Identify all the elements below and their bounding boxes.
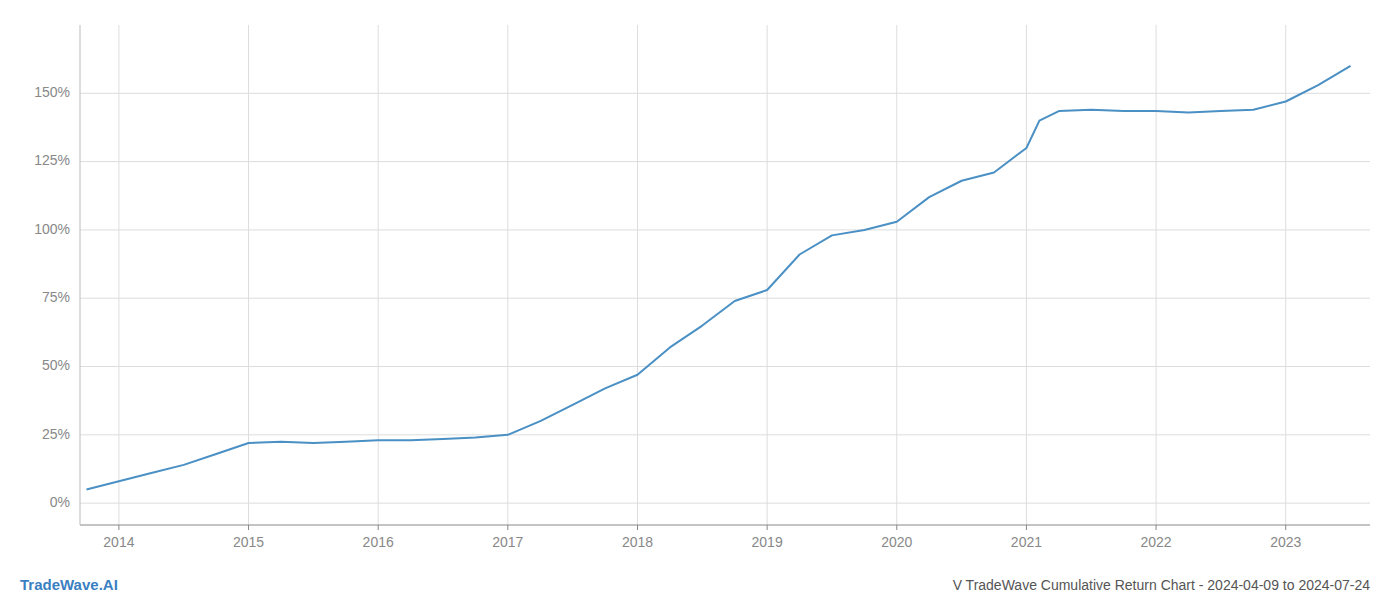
x-tick-mark	[118, 525, 119, 530]
axes: 0% 25% 50% 75% 100% 125% 150% 2014 2015 2016 2017 2…	[34, 25, 1370, 550]
x-tick-mark	[1026, 525, 1027, 530]
x-tick-label: 2018	[622, 534, 653, 550]
line	[86, 66, 1350, 490]
grid-line	[80, 434, 1370, 435]
grid-line	[1285, 25, 1286, 525]
x-tick-label: 2021	[1011, 534, 1042, 550]
grid-line	[80, 229, 1370, 230]
grid-line	[80, 93, 1370, 94]
grid-line	[118, 25, 119, 525]
x-axis-line	[80, 525, 1370, 526]
x-tick-mark	[1285, 525, 1286, 530]
grid-line	[507, 25, 508, 525]
x-tick-label: 2015	[233, 534, 264, 550]
y-tick-label: 75%	[42, 289, 70, 305]
x-tick-mark	[637, 525, 638, 530]
x-tick-label: 2014	[103, 534, 134, 550]
grid-line	[80, 298, 1370, 299]
grid-line	[80, 503, 1370, 504]
x-tick-mark	[767, 525, 768, 530]
x-tick-label: 2022	[1141, 534, 1172, 550]
grid-line	[378, 25, 379, 525]
x-tick-mark	[896, 525, 897, 530]
grid-line	[767, 25, 768, 525]
y-tick-label: 50%	[42, 357, 70, 373]
grid-line	[637, 25, 638, 525]
series	[86, 66, 1350, 490]
watermark: TradeWave.AI	[20, 576, 118, 593]
grid-line	[1026, 25, 1027, 525]
x-tick-mark	[248, 525, 249, 530]
grid-line	[80, 366, 1370, 367]
x-tick-mark	[507, 525, 508, 530]
y-axis-line	[80, 25, 81, 525]
x-tick-label: 2019	[752, 534, 783, 550]
y-tick-label: 150%	[34, 84, 70, 100]
x-tick-mark	[378, 525, 379, 530]
x-tick-label: 2023	[1270, 534, 1301, 550]
x-tick-label: 2016	[363, 534, 394, 550]
grid-line	[896, 25, 897, 525]
title: V TradeWave Cumulative Return Chart - 20…	[953, 577, 1371, 593]
chart: 0% 25% 50% 75% 100% 125% 150% 2014 2015 2016 2017 2…	[0, 0, 1400, 600]
grid-line	[80, 161, 1370, 162]
x-tick-label: 2020	[881, 534, 912, 550]
x-tick-mark	[1156, 525, 1157, 530]
grid	[80, 25, 1370, 525]
y-tick-label: 100%	[34, 221, 70, 237]
grid-line	[1156, 25, 1157, 525]
x-tick-label: 2017	[492, 534, 523, 550]
grid-line	[248, 25, 249, 525]
y-tick-label: 0%	[50, 494, 70, 510]
y-tick-label: 25%	[42, 426, 70, 442]
y-tick-label: 125%	[34, 152, 70, 168]
